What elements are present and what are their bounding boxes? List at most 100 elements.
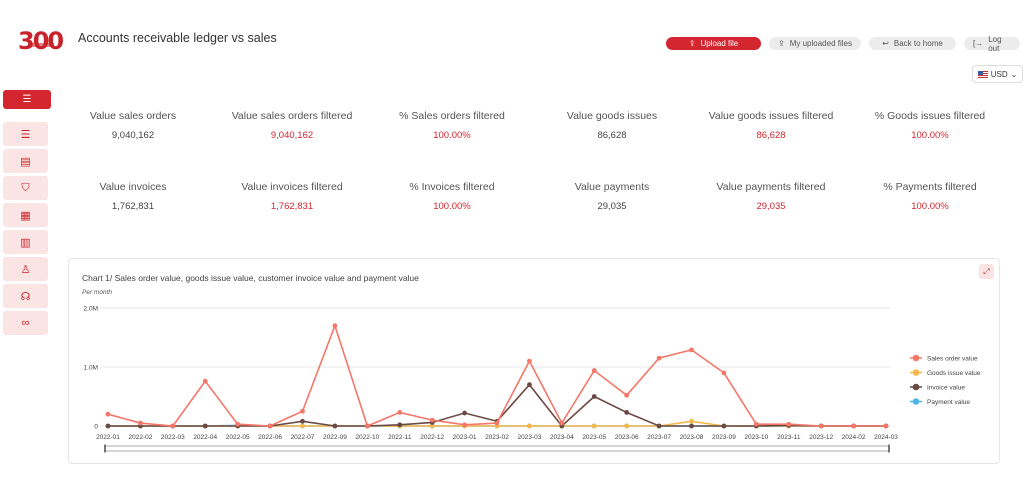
data-point xyxy=(559,420,565,426)
logout-label: Log out xyxy=(988,34,1002,53)
data-point xyxy=(591,423,597,429)
sidebar-item-ledger[interactable]: ▥ xyxy=(3,230,48,254)
sidebar-item-user[interactable]: ♙ xyxy=(3,257,48,281)
kpi-label: Value invoices filtered xyxy=(241,181,343,193)
chart-subtitle: Per month xyxy=(82,289,112,296)
kpi-label: % Payments filtered xyxy=(883,181,977,193)
data-point xyxy=(689,347,694,353)
logo-underline xyxy=(28,43,54,47)
my-uploaded-files-button[interactable]: ⇪ My uploaded files xyxy=(769,37,861,50)
back-to-home-button[interactable]: ↩ Back to home xyxy=(869,37,956,50)
legend-swatch xyxy=(912,354,920,362)
x-tick-label: 2023-08 xyxy=(680,434,704,441)
kpi-label: Value goods issues xyxy=(566,110,658,122)
kpi-value: 1,762,831 xyxy=(270,201,314,212)
upload-icon: ⇪ xyxy=(688,38,696,48)
invoice-icon: ▦ xyxy=(20,209,31,222)
data-point xyxy=(364,423,370,429)
x-tick-label: 2023-03 xyxy=(517,434,541,441)
kpi-label: % Invoices filtered xyxy=(409,181,495,193)
x-tick-label: 2022-01 xyxy=(96,434,120,441)
kpi-label: Value invoices xyxy=(99,181,167,193)
kpi-value: 100.00% xyxy=(911,130,949,141)
kpi-value: 9,040,162 xyxy=(111,130,155,141)
x-tick-label: 2024-02 xyxy=(842,434,866,441)
list-icon: ☰ xyxy=(20,128,31,141)
kpi-value: 1,762,831 xyxy=(111,201,155,212)
data-point xyxy=(851,423,856,429)
x-tick-label: 2023-11 xyxy=(777,434,801,441)
x-tick-label: 2022-10 xyxy=(355,434,379,441)
top-actions: ⇪ Upload file ⇪ My uploaded files ↩ Back… xyxy=(666,34,1020,53)
x-tick-label: 2022-12 xyxy=(420,434,444,441)
data-point xyxy=(462,422,467,428)
kpi-card: Value sales orders filtered 9,040,162 xyxy=(217,110,367,141)
user-icon: ♙ xyxy=(20,263,31,276)
sidebar-item-links[interactable]: ∞ xyxy=(3,311,48,335)
y-tick-label: 1.0M xyxy=(84,365,98,372)
data-point xyxy=(624,410,630,415)
sidebar-item-support[interactable]: ☊ xyxy=(3,284,48,308)
expand-chart-button[interactable]: ⤢ xyxy=(979,264,994,279)
data-point xyxy=(332,323,338,329)
sidebar: ☰ ▤ ⛉ ▦ ▥ ♙ ☊ ∞ xyxy=(3,122,48,338)
data-point xyxy=(721,370,727,376)
x-tick-label: 2022-09 xyxy=(323,434,347,441)
shield-check-icon: ⛉ xyxy=(21,181,30,194)
x-tick-label: 2024-03 xyxy=(874,434,898,441)
data-point xyxy=(332,423,338,429)
logout-button[interactable]: [→ Log out xyxy=(964,34,1020,53)
legend-swatch xyxy=(912,383,920,391)
data-point xyxy=(689,418,694,424)
currency-selector[interactable]: USD ⌄ xyxy=(972,65,1023,83)
data-point xyxy=(883,423,889,429)
sidebar-item-list[interactable]: ☰ xyxy=(3,122,48,146)
kpi-card: % Sales orders filtered 100.00% xyxy=(377,110,527,141)
x-tick-label: 2022-02 xyxy=(128,434,152,441)
kpi-card: Value invoices filtered 1,762,831 xyxy=(217,181,367,212)
x-tick-label: 2023-02 xyxy=(485,434,509,441)
x-tick-label: 2022-07 xyxy=(291,434,315,441)
data-point xyxy=(818,423,824,429)
data-point xyxy=(591,394,597,399)
data-point xyxy=(105,411,111,417)
kpi-label: % Sales orders filtered xyxy=(399,110,505,122)
currency-code: USD xyxy=(990,69,1008,79)
sidebar-item-invoices[interactable]: ▦ xyxy=(3,203,48,227)
x-tick-label: 2023-06 xyxy=(615,434,639,441)
kpi-label: Value payments filtered xyxy=(716,181,826,193)
sidebar-item-documents[interactable]: ▤ xyxy=(3,149,48,173)
data-point xyxy=(624,423,630,429)
x-tick-label: 2022-06 xyxy=(258,434,282,441)
upload-file-button[interactable]: ⇪ Upload file xyxy=(666,37,761,50)
kpi-value: 9,040,162 xyxy=(270,130,314,141)
legend-swatch xyxy=(912,369,920,376)
range-slider-handle-left xyxy=(104,444,106,453)
logout-icon: [→ xyxy=(973,38,984,48)
kpi-value: 29,035 xyxy=(756,201,786,212)
expand-icon: ⤢ xyxy=(983,266,990,276)
range-slider xyxy=(104,445,890,452)
kpi-value: 86,628 xyxy=(756,130,786,141)
my-uploaded-files-label: My uploaded files xyxy=(789,39,852,48)
data-point xyxy=(527,358,532,364)
headset-icon: ☊ xyxy=(20,290,31,303)
data-point xyxy=(170,423,176,429)
data-point xyxy=(753,421,759,427)
data-point xyxy=(397,410,403,415)
page-title: Accounts receivable ledger vs sales xyxy=(78,31,277,45)
x-tick-label: 2023-05 xyxy=(582,434,606,441)
x-tick-label: 2023-01 xyxy=(453,434,477,441)
x-tick-label: 2022-11 xyxy=(388,434,412,441)
data-point xyxy=(591,368,597,373)
range-slider-handle-right xyxy=(888,444,890,453)
sidebar-toggle-button[interactable]: ☰ xyxy=(3,90,51,109)
kpi-card: Value payments filtered 29,035 xyxy=(696,181,846,212)
x-tick-label: 2023-09 xyxy=(712,434,736,441)
kpi-label: Value payments xyxy=(574,181,650,193)
x-tick-label: 2023-07 xyxy=(647,434,671,441)
kpi-value: 86,628 xyxy=(597,130,627,141)
x-tick-label: 2022-04 xyxy=(193,434,217,441)
kpi-value: 100.00% xyxy=(433,201,471,212)
sidebar-item-security[interactable]: ⛉ xyxy=(3,176,48,200)
